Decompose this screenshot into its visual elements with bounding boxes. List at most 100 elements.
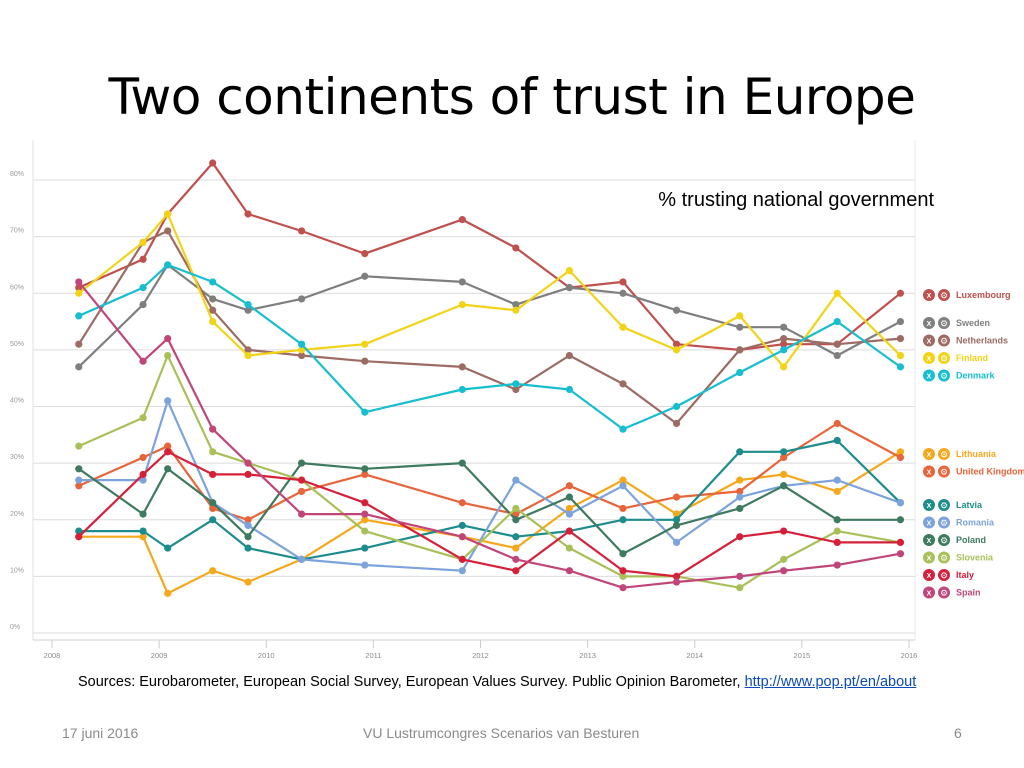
data-point bbox=[164, 442, 172, 450]
legend-item-poland[interactable]: X ⚙ Poland bbox=[923, 534, 986, 547]
legend-remove-button[interactable] bbox=[923, 534, 935, 546]
legend-label: Poland bbox=[956, 535, 986, 545]
data-point bbox=[619, 278, 627, 286]
data-point bbox=[896, 516, 905, 524]
legend-settings-button[interactable] bbox=[938, 499, 950, 511]
data-point bbox=[512, 244, 520, 252]
legend-remove-button[interactable] bbox=[923, 369, 935, 382]
y-tick-label: 60% bbox=[10, 284, 24, 291]
legend-settings-button[interactable] bbox=[938, 516, 950, 529]
legend-item-united-kingdom[interactable]: X ⚙ United Kingdom bbox=[923, 465, 1024, 479]
data-point bbox=[298, 555, 306, 563]
legend-settings-button[interactable] bbox=[938, 448, 950, 460]
close-icon: X bbox=[927, 556, 932, 563]
legend-remove-button[interactable] bbox=[923, 499, 935, 511]
data-point bbox=[736, 504, 744, 513]
data-point bbox=[672, 516, 681, 524]
legend-item-luxembourg[interactable]: X ⚙ Luxembourg bbox=[923, 289, 1011, 302]
legend-item-netherlands[interactable]: X ⚙ Netherlands bbox=[923, 334, 1008, 348]
grid-layer bbox=[32, 140, 916, 640]
data-point bbox=[780, 346, 788, 354]
legend-settings-button[interactable] bbox=[938, 334, 950, 347]
legend-remove-button[interactable] bbox=[923, 465, 935, 478]
data-point bbox=[361, 357, 369, 365]
data-point bbox=[139, 476, 147, 484]
legend-settings-button[interactable] bbox=[938, 551, 950, 564]
legend-remove-button[interactable] bbox=[923, 516, 935, 529]
data-point bbox=[139, 527, 147, 535]
data-point bbox=[833, 351, 841, 360]
data-point bbox=[833, 476, 841, 484]
legend-item-lithuania[interactable]: X ⚙ Lithuania bbox=[923, 448, 997, 461]
data-point bbox=[833, 516, 841, 524]
legend-item-sweden[interactable]: X ⚙ Sweden bbox=[923, 317, 990, 330]
data-point bbox=[512, 544, 520, 552]
data-point bbox=[164, 448, 172, 456]
data-point bbox=[896, 334, 905, 343]
legend-item-slovenia[interactable]: X ⚙ Slovenia bbox=[923, 551, 994, 565]
legend-settings-button[interactable] bbox=[938, 289, 950, 301]
data-point bbox=[672, 510, 681, 518]
data-point bbox=[164, 465, 172, 473]
data-point bbox=[672, 346, 681, 354]
legend-settings-button[interactable] bbox=[938, 317, 950, 329]
gear-icon: ⚙ bbox=[940, 337, 948, 347]
data-point bbox=[565, 482, 574, 490]
legend-remove-button[interactable] bbox=[923, 317, 935, 329]
data-point bbox=[780, 567, 788, 575]
legend-remove-button[interactable] bbox=[923, 289, 935, 301]
data-point bbox=[139, 357, 147, 365]
legend-remove-button[interactable] bbox=[923, 551, 935, 564]
data-point bbox=[164, 334, 172, 343]
legend-settings-button[interactable] bbox=[938, 465, 950, 478]
gear-icon: ⚙ bbox=[940, 320, 948, 330]
legend-remove-button[interactable] bbox=[923, 586, 935, 599]
sources-link[interactable]: http://www.pop.pt/en/about bbox=[744, 674, 917, 690]
data-point bbox=[244, 300, 252, 309]
data-point bbox=[458, 216, 466, 224]
legend-item-finland[interactable]: X ⚙ Finland bbox=[923, 352, 988, 365]
data-point bbox=[244, 210, 252, 218]
data-point bbox=[458, 459, 466, 467]
data-point bbox=[672, 340, 681, 348]
data-point bbox=[512, 380, 520, 388]
legend-item-spain[interactable]: X ⚙ Spain bbox=[923, 586, 981, 600]
data-point bbox=[672, 306, 681, 314]
legend-item-denmark[interactable]: X ⚙ Denmark bbox=[923, 369, 996, 383]
legend-settings-button[interactable] bbox=[938, 569, 950, 581]
data-point bbox=[75, 476, 83, 484]
legend-remove-button[interactable] bbox=[923, 448, 935, 460]
data-point bbox=[75, 527, 83, 535]
data-point bbox=[244, 351, 252, 360]
close-icon: X bbox=[927, 521, 932, 528]
legend-remove-button[interactable] bbox=[923, 334, 935, 347]
data-point bbox=[736, 448, 744, 456]
chart-title: % trusting national government bbox=[658, 189, 934, 211]
data-point bbox=[619, 550, 627, 558]
data-point bbox=[736, 572, 744, 580]
data-point bbox=[736, 476, 744, 484]
legend-settings-button[interactable] bbox=[938, 534, 950, 546]
y-tick-label: 50% bbox=[10, 341, 24, 348]
legend-label: Finland bbox=[956, 353, 988, 363]
legend[interactable]: X ⚙ Luxembourg X ⚙ Sweden X ⚙ Netherlands X ⚙ Finla… bbox=[923, 289, 1024, 599]
legend-settings-button[interactable] bbox=[938, 586, 950, 599]
legend-item-italy[interactable]: X ⚙ Italy bbox=[923, 569, 974, 582]
legend-settings-button[interactable] bbox=[938, 369, 950, 382]
series-line bbox=[78, 212, 902, 368]
series-layer bbox=[75, 159, 905, 597]
data-point bbox=[209, 295, 217, 303]
data-point bbox=[209, 567, 217, 575]
legend-remove-button[interactable] bbox=[923, 352, 935, 364]
legend-item-romania[interactable]: X ⚙ Romania bbox=[923, 516, 995, 530]
legend-settings-button[interactable] bbox=[938, 352, 950, 364]
legend-item-latvia[interactable]: X ⚙ Latvia bbox=[923, 499, 983, 512]
legend-remove-button[interactable] bbox=[923, 569, 935, 581]
data-point bbox=[565, 493, 574, 501]
data-point bbox=[298, 346, 306, 354]
data-point bbox=[244, 306, 252, 314]
data-point bbox=[780, 334, 788, 343]
legend-label: Denmark bbox=[956, 371, 996, 381]
data-point bbox=[565, 510, 574, 518]
legend-label: Spain bbox=[956, 588, 981, 598]
